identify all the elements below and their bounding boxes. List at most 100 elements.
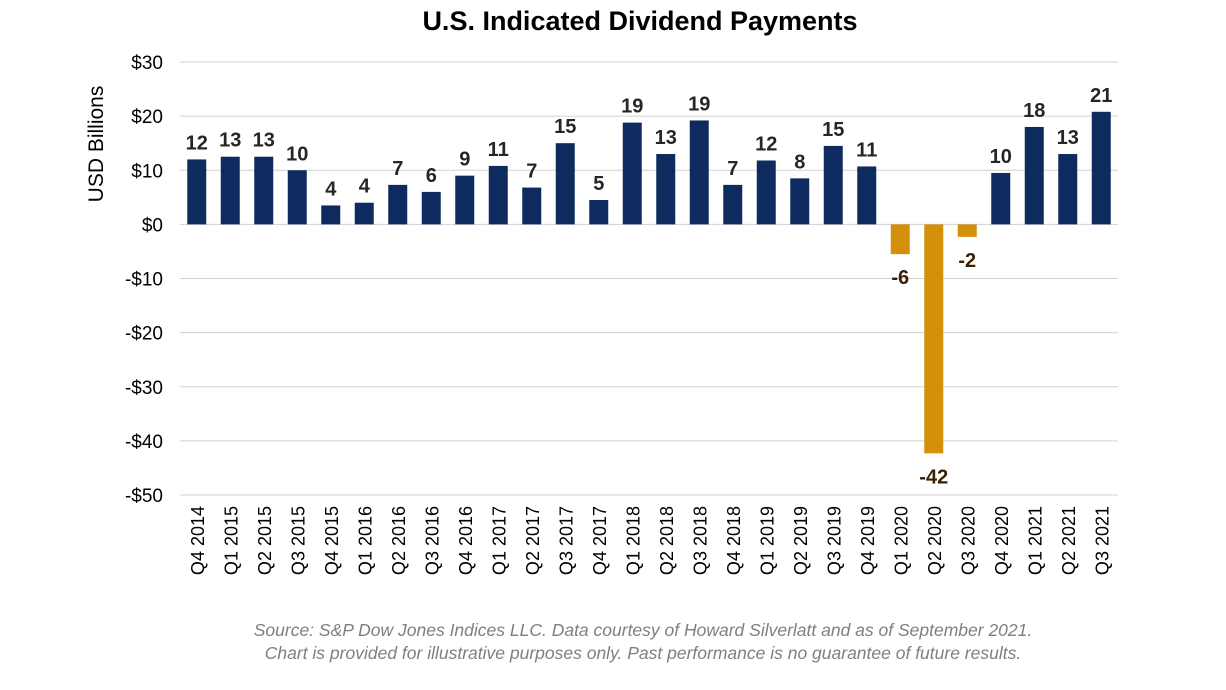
- data-label: 15: [822, 119, 844, 141]
- y-tick-label: -$30: [125, 378, 163, 399]
- x-tick-label: Q4 2014: [188, 506, 208, 575]
- x-tick-label: Q4 2017: [590, 506, 610, 575]
- bar: [790, 178, 810, 225]
- data-label: 12: [755, 134, 777, 156]
- x-tick-label: Q3 2016: [422, 506, 442, 575]
- y-axis-ticks: $30 $20 $10 $0 -$10 -$20 -$30 -$40 -$50: [125, 53, 163, 507]
- data-label: 15: [554, 116, 576, 138]
- disclaimer-note: Chart is provided for illustrative purpo…: [264, 643, 1022, 663]
- y-axis-title: USD Billions: [85, 86, 108, 203]
- y-tick-label: -$40: [125, 432, 163, 453]
- bar: [522, 187, 542, 225]
- x-tick-label: Q1 2018: [623, 506, 643, 575]
- x-tick-label: Q1 2016: [355, 506, 375, 575]
- x-tick-label: Q1 2021: [1025, 506, 1045, 575]
- x-axis-ticks: Q4 2014 Q1 2015 Q2 2015 Q3 2015 Q4 2015 Q1 20…: [188, 506, 1113, 575]
- data-label: -2: [958, 250, 976, 272]
- data-label: 7: [392, 158, 403, 180]
- x-tick-label: Q3 2015: [288, 506, 308, 575]
- x-tick-label: Q4 2015: [322, 506, 342, 575]
- x-tick-label: Q3 2017: [556, 506, 576, 575]
- x-tick-label: Q2 2016: [389, 506, 409, 575]
- data-label: 7: [727, 158, 738, 180]
- bar: [1058, 154, 1078, 225]
- bar: [421, 191, 441, 225]
- y-tick-label: $20: [131, 107, 163, 128]
- data-label: 13: [1057, 127, 1079, 149]
- bar: [220, 156, 240, 225]
- x-tick-label: Q1 2019: [757, 506, 777, 575]
- x-tick-label: Q4 2020: [992, 506, 1012, 575]
- data-label: 13: [655, 127, 677, 149]
- bar: [1024, 126, 1044, 225]
- y-tick-label: -$50: [125, 486, 163, 507]
- bar: [756, 160, 776, 225]
- x-tick-label: Q3 2021: [1092, 506, 1112, 575]
- x-tick-label: Q2 2021: [1059, 506, 1079, 575]
- bar: [488, 165, 508, 225]
- data-label: 8: [794, 151, 805, 173]
- bar: [689, 120, 709, 225]
- bars: [187, 111, 1111, 454]
- x-tick-label: Q1 2017: [489, 506, 509, 575]
- x-tick-label: Q2 2015: [255, 506, 275, 575]
- bar: [455, 175, 475, 225]
- source-note: Source: S&P Dow Jones Indices LLC. Data …: [253, 620, 1033, 640]
- data-label: 10: [286, 143, 308, 165]
- data-label: 7: [526, 161, 537, 183]
- data-label: 18: [1023, 100, 1045, 122]
- bar: [924, 224, 944, 454]
- data-label: 11: [856, 139, 877, 161]
- y-tick-label: -$20: [125, 324, 163, 345]
- chart-title: U.S. Indicated Dividend Payments: [422, 6, 858, 36]
- data-label: -6: [891, 267, 909, 289]
- data-label: 19: [688, 93, 710, 115]
- data-label: 19: [621, 96, 643, 118]
- data-label: 4: [359, 176, 371, 198]
- bar: [656, 154, 676, 225]
- x-tick-label: Q4 2016: [456, 506, 476, 575]
- x-tick-label: Q4 2018: [724, 506, 744, 575]
- data-label: 10: [990, 146, 1012, 168]
- data-label: 13: [219, 130, 241, 152]
- bar: [254, 156, 274, 225]
- bar: [187, 159, 207, 225]
- data-label: 5: [593, 173, 604, 195]
- data-label: 9: [459, 149, 470, 171]
- x-tick-label: Q4 2019: [858, 506, 878, 575]
- x-tick-label: Q3 2019: [824, 506, 844, 575]
- x-tick-label: Q2 2018: [657, 506, 677, 575]
- bar: [1091, 111, 1111, 225]
- bar: [890, 224, 910, 255]
- x-tick-label: Q1 2015: [221, 506, 241, 575]
- data-label: 13: [253, 130, 275, 152]
- x-tick-label: Q1 2020: [891, 506, 911, 575]
- bar: [991, 172, 1011, 225]
- x-tick-label: Q3 2018: [690, 506, 710, 575]
- bar: [321, 205, 341, 225]
- data-label: 12: [186, 132, 208, 154]
- x-tick-label: Q3 2020: [958, 506, 978, 575]
- y-tick-label: -$10: [125, 270, 163, 291]
- bar: [589, 200, 609, 225]
- bar: [957, 224, 977, 237]
- data-label: 11: [488, 139, 509, 161]
- x-tick-label: Q2 2020: [925, 506, 945, 575]
- gridlines: [180, 61, 1118, 496]
- data-label: 4: [325, 178, 337, 200]
- y-tick-label: $0: [142, 215, 163, 236]
- data-label: -42: [919, 466, 948, 488]
- data-label: 6: [426, 165, 437, 187]
- y-tick-label: $30: [131, 53, 163, 74]
- bar: [723, 184, 743, 225]
- bar: [555, 143, 575, 225]
- y-tick-label: $10: [131, 161, 163, 182]
- bar: [354, 202, 374, 225]
- bar: [287, 170, 307, 225]
- x-tick-label: Q2 2019: [791, 506, 811, 575]
- bar: [857, 166, 877, 225]
- bar: [622, 122, 642, 225]
- bar: [388, 184, 408, 225]
